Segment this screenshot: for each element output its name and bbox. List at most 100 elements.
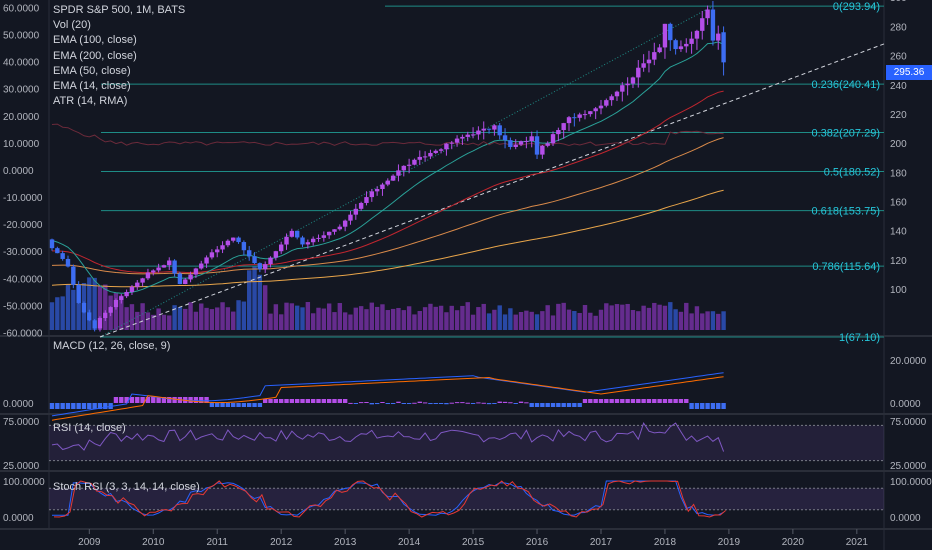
candle-body [497, 125, 502, 136]
volume-bar [369, 302, 374, 330]
macd-histogram-bar [119, 397, 124, 403]
volume-bar [630, 310, 636, 330]
candle-body [561, 123, 566, 131]
candle-body [65, 258, 71, 267]
time-tick-label: 2015 [462, 537, 485, 548]
rsi-line [51, 421, 725, 452]
time-tick-label: 2017 [590, 537, 613, 548]
candle-body [673, 40, 678, 50]
macd-histogram-bar [294, 399, 300, 403]
candle-body [321, 235, 327, 238]
volume-bar [620, 304, 625, 330]
macd-histogram-bar [684, 399, 689, 403]
volume-bar [188, 302, 193, 330]
macd-histogram-bar [465, 402, 470, 404]
volume-bar [444, 312, 449, 330]
last-price-tag: 295.36 [886, 65, 932, 80]
left-tick-label: 50.0000 [3, 31, 40, 42]
volume-bar [172, 305, 177, 330]
candle-body [326, 231, 332, 236]
ema-14-line [51, 41, 724, 294]
volume-bar [278, 314, 284, 330]
rsi-tick-label: 75.0000 [890, 417, 927, 428]
macd-histogram-bar [113, 397, 119, 403]
macd-histogram-bar [470, 403, 476, 404]
macd-histogram-bar [49, 403, 55, 409]
macd-histogram-bar [305, 399, 311, 403]
macd-histogram-bar [364, 401, 369, 403]
volume-bar [161, 314, 167, 330]
candle-body [380, 184, 385, 190]
candle-body [406, 164, 412, 166]
legend-ema-100: EMA (100, close) [53, 34, 137, 47]
macd-histogram-bar [417, 401, 422, 403]
macd-histogram-bar [700, 403, 705, 409]
volume-bar [225, 307, 231, 330]
volume-bar [609, 305, 614, 330]
candle-body [278, 244, 284, 252]
price-tick-label: 140 [890, 227, 907, 238]
volume-bar [529, 311, 534, 330]
macd-histogram-bar [60, 403, 65, 409]
macd-histogram-bar [513, 403, 518, 404]
candle-body [545, 143, 550, 146]
volume-bar [625, 303, 630, 330]
macd-histogram-bar [278, 399, 284, 403]
macd-histogram-bar [566, 403, 572, 407]
volume-bar [321, 308, 327, 330]
macd-histogram-bar [540, 403, 545, 407]
volume-bar [572, 311, 577, 330]
macd-histogram-bar [422, 402, 428, 404]
volume-bar [358, 306, 364, 330]
candle-body [257, 263, 263, 270]
candle-body [76, 284, 81, 303]
macd-histogram-bar [486, 403, 492, 405]
macd-histogram-bar [449, 402, 454, 404]
volume-bar [113, 293, 119, 330]
volume-bar [449, 305, 454, 330]
volume-bar [326, 303, 332, 330]
macd-histogram-bar [236, 403, 241, 407]
candle-body [614, 91, 620, 97]
candle-body [428, 152, 433, 157]
macd-histogram-bar [385, 403, 390, 404]
macd-histogram-bar [353, 403, 359, 404]
macd-histogram-bar [406, 403, 412, 404]
volume-bar [561, 302, 566, 330]
left-tick-label: 40.0000 [3, 58, 40, 69]
candle-body [401, 165, 406, 171]
volume-bar [135, 311, 140, 330]
candle-body [460, 136, 465, 139]
legend-vol: Vol (20) [53, 19, 91, 32]
macd-histogram-bar [604, 399, 609, 403]
candle-body [625, 83, 630, 86]
volume-bar [556, 303, 561, 330]
candle-body [652, 52, 657, 60]
fib-level-label: 0.382(207.29) [812, 127, 881, 139]
candle-body [215, 249, 220, 253]
ema-50-line [51, 90, 724, 274]
volume-bar [199, 303, 204, 330]
candle-body [540, 145, 545, 155]
candle-body [284, 236, 289, 245]
candle-body [220, 245, 225, 250]
volume-bar [380, 304, 385, 330]
candle-body [678, 46, 684, 50]
macd-histogram-bar [103, 403, 108, 409]
candle-body [135, 282, 140, 287]
volume-bar [220, 302, 225, 330]
volume-bar [646, 307, 652, 330]
macd-histogram-bar [593, 399, 598, 403]
candle-body [108, 307, 113, 313]
fib-trend-line [99, 5, 714, 338]
volume-bar [492, 309, 497, 330]
candle-body [556, 130, 561, 135]
macd-histogram-bar [209, 403, 215, 407]
volume-bar [76, 284, 81, 330]
volume-bar [412, 314, 417, 330]
macd-histogram-bar [476, 402, 481, 404]
candle-body [49, 239, 55, 249]
candle-body [604, 100, 609, 106]
volume-bar [247, 270, 252, 330]
